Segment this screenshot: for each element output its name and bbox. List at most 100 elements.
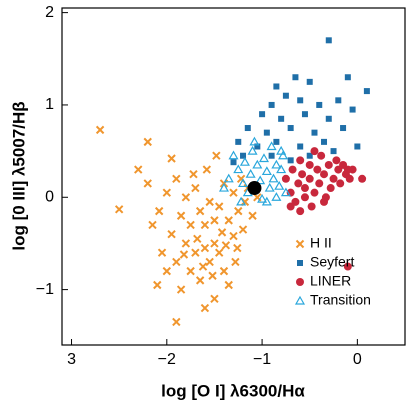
data-point bbox=[172, 257, 181, 267]
data-point bbox=[287, 125, 294, 132]
data-point bbox=[326, 184, 335, 193]
data-point bbox=[234, 206, 243, 216]
data-point bbox=[249, 136, 260, 146]
data-point bbox=[195, 206, 205, 216]
data-point bbox=[292, 74, 299, 81]
data-point bbox=[311, 129, 318, 136]
data-point bbox=[200, 243, 210, 253]
data-point bbox=[343, 262, 352, 271]
data-point bbox=[215, 202, 224, 211]
x-tick-label: 3 bbox=[67, 351, 76, 368]
data-point bbox=[212, 151, 221, 160]
data-point bbox=[215, 248, 224, 257]
data-point bbox=[268, 101, 275, 108]
data-point bbox=[114, 205, 124, 214]
data-point bbox=[330, 148, 337, 155]
data-point bbox=[315, 179, 324, 188]
data-point bbox=[300, 193, 309, 202]
data-point bbox=[231, 257, 240, 267]
y-tick-label: −1 bbox=[36, 281, 54, 298]
data-point bbox=[344, 74, 351, 81]
data-point bbox=[238, 225, 248, 234]
data-point bbox=[193, 234, 202, 244]
x-tick-label: −1 bbox=[253, 351, 271, 368]
data-point bbox=[224, 216, 233, 225]
data-point bbox=[274, 180, 285, 190]
data-point bbox=[181, 193, 191, 202]
data-point bbox=[205, 257, 214, 267]
legend-marker bbox=[294, 295, 306, 305]
data-point bbox=[153, 280, 162, 290]
data-point bbox=[219, 266, 229, 276]
data-point bbox=[261, 166, 272, 176]
data-point bbox=[296, 156, 305, 165]
data-point bbox=[300, 184, 309, 193]
data-point bbox=[167, 154, 176, 163]
data-point bbox=[134, 165, 143, 174]
data-point bbox=[305, 160, 314, 169]
data-point bbox=[210, 216, 219, 225]
data-point bbox=[247, 145, 258, 155]
data-point bbox=[95, 125, 105, 135]
data-point bbox=[297, 97, 304, 104]
data-point bbox=[154, 206, 164, 216]
legend-marker bbox=[297, 260, 303, 266]
data-point bbox=[271, 192, 282, 201]
data-point bbox=[287, 157, 294, 164]
data-point bbox=[176, 285, 186, 294]
data-point bbox=[266, 141, 277, 151]
data-point bbox=[298, 170, 307, 179]
data-point bbox=[306, 78, 313, 85]
x-tick-label: 0 bbox=[353, 351, 362, 368]
data-point bbox=[224, 280, 233, 290]
data-point bbox=[210, 239, 219, 248]
data-point bbox=[354, 143, 361, 150]
y-tick-label: 2 bbox=[45, 4, 54, 21]
data-point bbox=[237, 178, 249, 188]
data-point bbox=[321, 138, 328, 145]
data-point bbox=[191, 183, 200, 193]
data-point bbox=[210, 294, 219, 304]
y-axis-label: log [0 III] λ5007/Hβ bbox=[9, 101, 28, 250]
x-tick-label: −2 bbox=[158, 351, 176, 368]
data-point bbox=[345, 174, 354, 183]
data-point bbox=[305, 174, 314, 183]
data-point bbox=[281, 174, 290, 183]
data-point bbox=[162, 266, 172, 276]
data-point bbox=[307, 202, 316, 211]
highlight-point bbox=[247, 181, 262, 196]
x-axis-label: log [O I] λ6300/Hα bbox=[161, 381, 305, 400]
legend-marker bbox=[296, 278, 304, 286]
data-point bbox=[257, 193, 268, 203]
plot-frame bbox=[61, 7, 406, 346]
data-point bbox=[278, 150, 289, 160]
data-point bbox=[205, 197, 214, 207]
data-point bbox=[358, 174, 367, 183]
legend-text: Transition bbox=[310, 292, 371, 308]
data-point bbox=[217, 228, 227, 237]
data-point bbox=[296, 207, 305, 216]
y-tick-label: 1 bbox=[45, 96, 54, 113]
data-point bbox=[239, 156, 250, 166]
data-point bbox=[332, 156, 341, 165]
data-point bbox=[313, 165, 322, 174]
data-point bbox=[268, 173, 279, 183]
data-point bbox=[233, 243, 242, 253]
data-point bbox=[273, 138, 280, 145]
data-point bbox=[245, 168, 256, 178]
data-point bbox=[143, 137, 152, 147]
legend-text: H II bbox=[310, 235, 332, 251]
data-point bbox=[162, 188, 172, 197]
data-point bbox=[240, 152, 247, 159]
data-point bbox=[297, 143, 304, 150]
data-point bbox=[172, 174, 181, 184]
data-point bbox=[340, 125, 347, 132]
data-point bbox=[189, 169, 198, 179]
data-point bbox=[306, 152, 313, 159]
data-point bbox=[252, 159, 263, 169]
data-point bbox=[329, 174, 338, 183]
data-point bbox=[148, 220, 157, 230]
data-point bbox=[282, 92, 289, 99]
data-point bbox=[278, 115, 285, 122]
